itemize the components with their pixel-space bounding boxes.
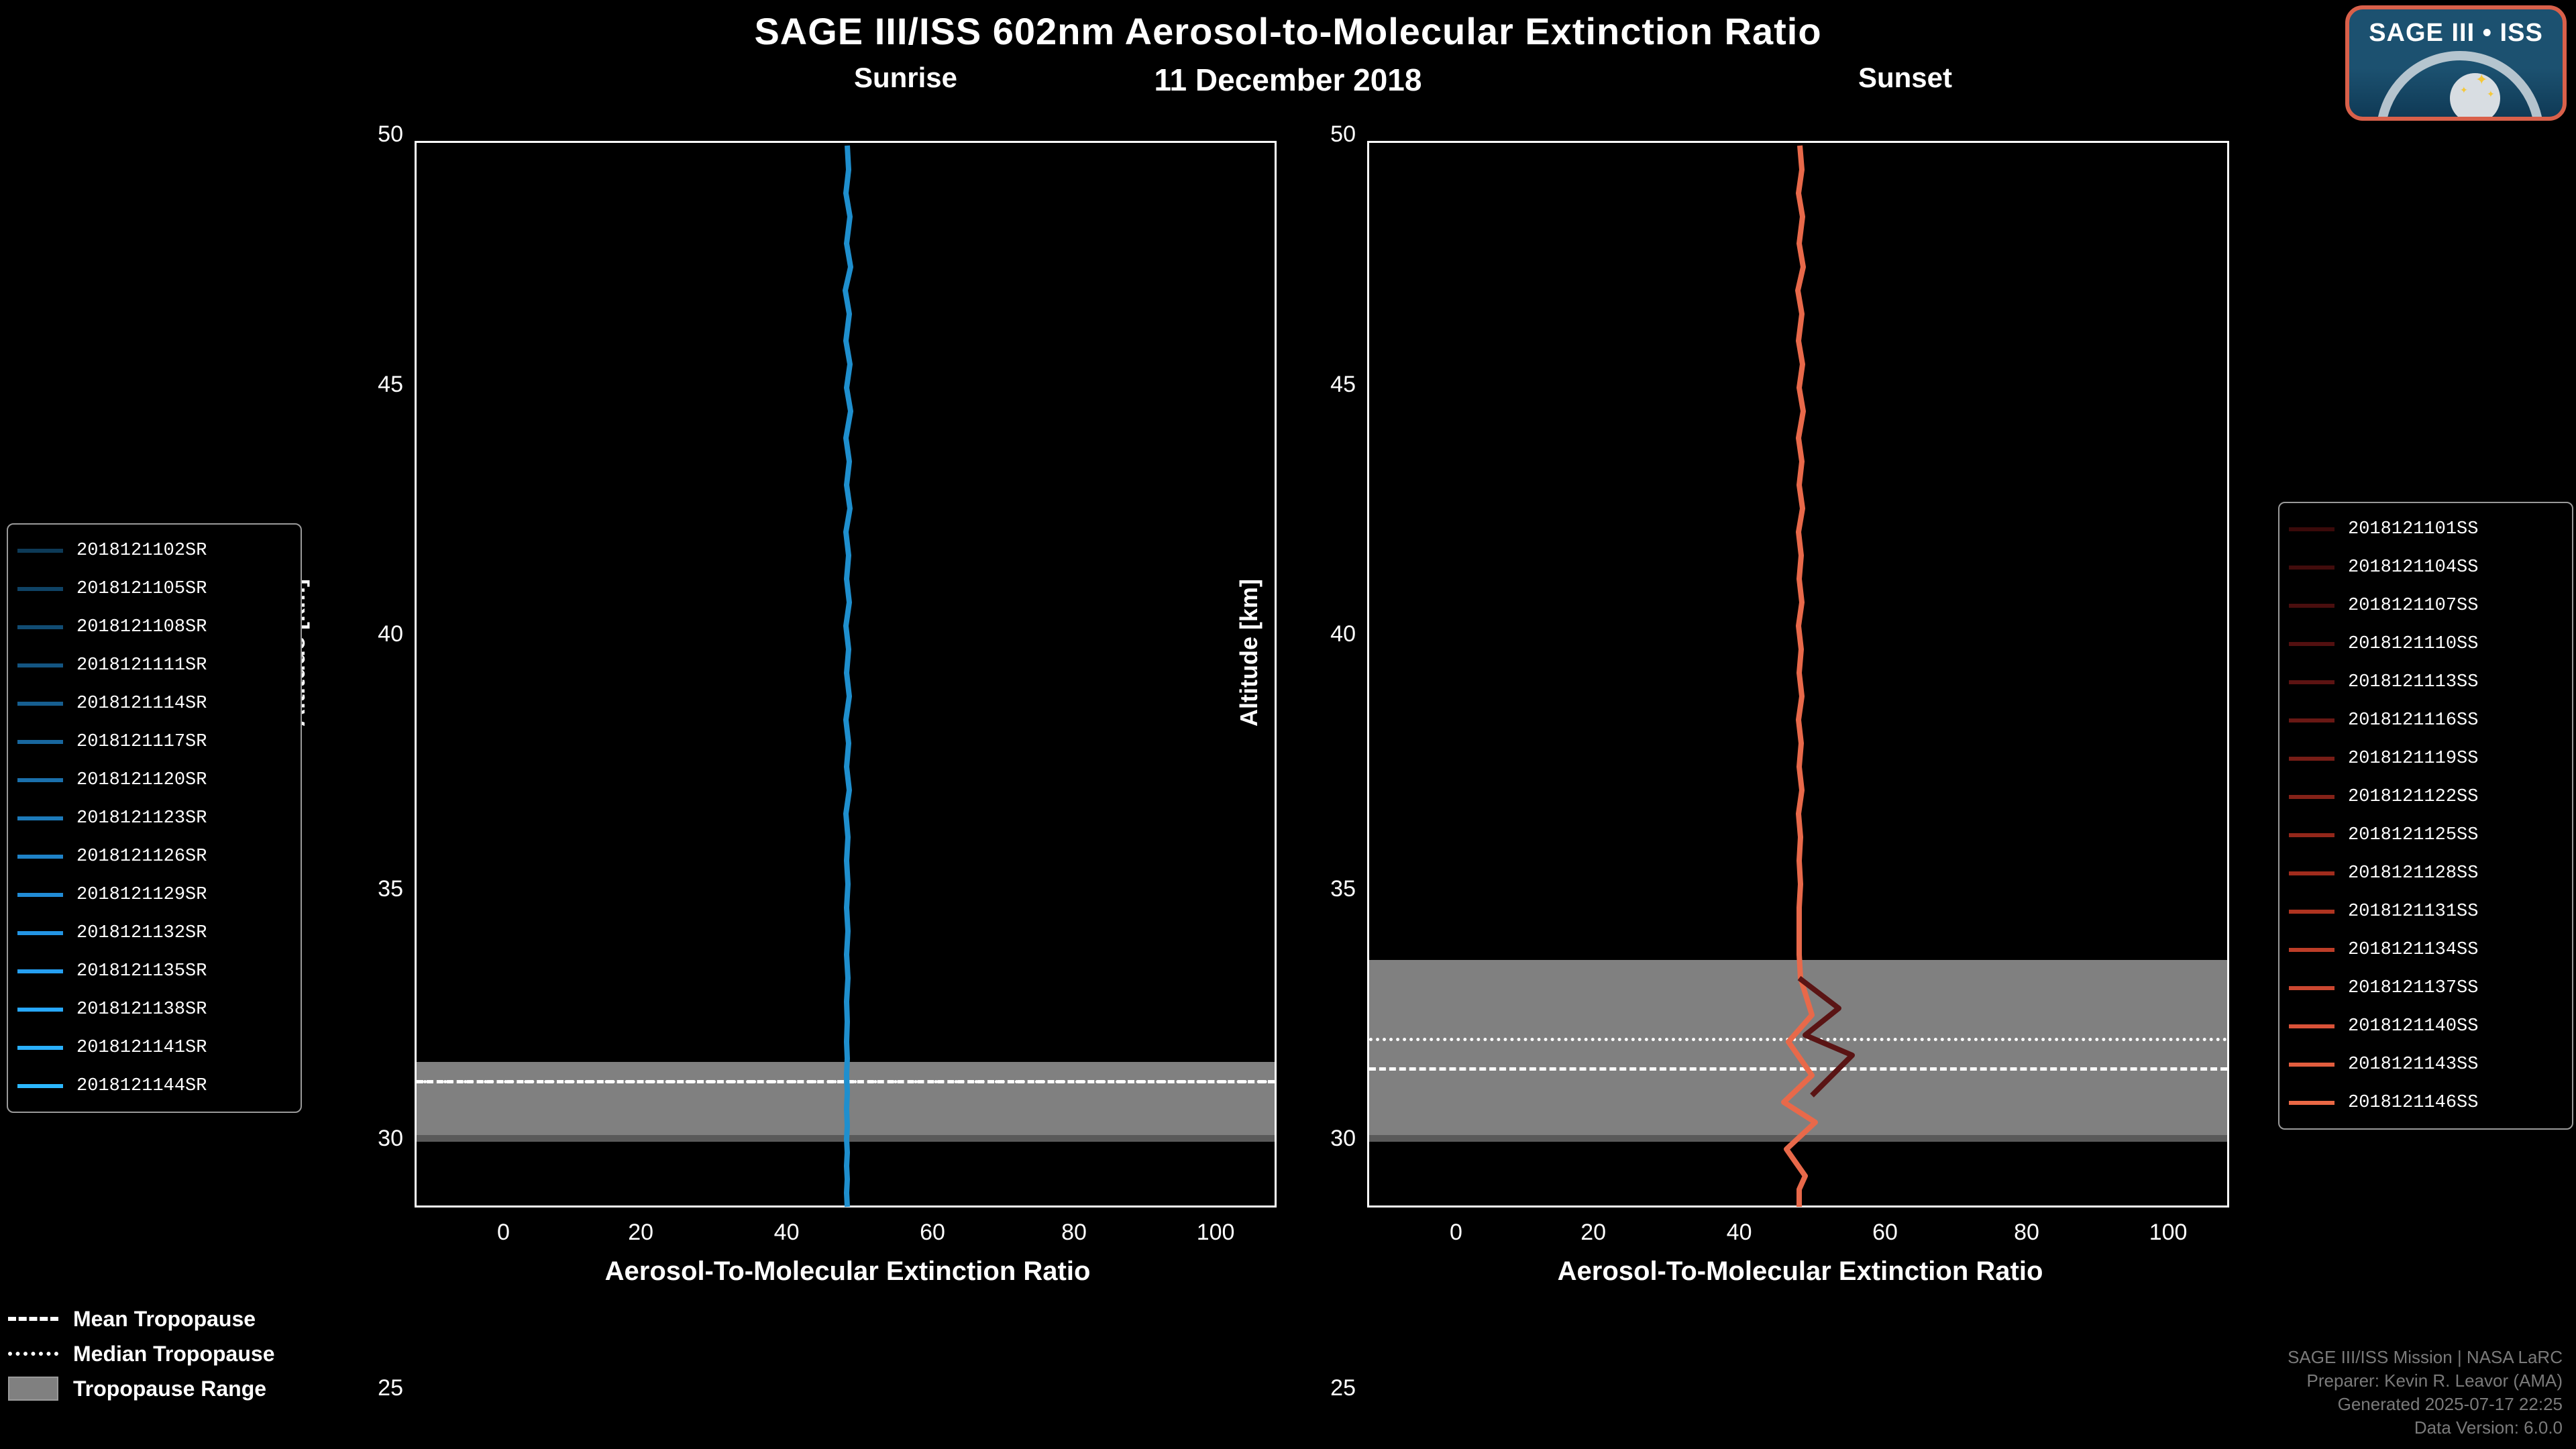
legend-row[interactable]: 2018121125SS [2289,816,2563,854]
legend-row[interactable]: 2018121129SR [17,875,291,914]
legend-row[interactable]: 2018121135SR [17,952,291,990]
sunrise-legend-entries: 2018121102SR 2018121105SR 2018121108SR 2… [17,531,291,1105]
legend-row[interactable]: 2018121113SS [2289,663,2563,701]
mean-tropopause-icon [8,1317,58,1321]
legend-row[interactable]: 2018121114SR [17,684,291,722]
sunset-x-axis-title: Aerosol-To-Molecular Extinction Ratio [1369,1256,2231,1287]
legend-row[interactable]: 2018121120SR [17,761,291,799]
legend-row[interactable]: 2018121132SR [17,914,291,952]
date-label: 11 December 2018 [1040,62,1536,98]
logo-star-icon-small-2: ✦ [2487,89,2495,100]
legend-row[interactable]: 2018121128SS [2289,854,2563,892]
sunset-y-axis-title: Altitude [km] [1235,579,1263,727]
legend-row[interactable]: 2018121116SS [2289,701,2563,739]
legend-row[interactable]: 2018121123SR [17,799,291,837]
legend-row[interactable]: 2018121119SS [2289,739,2563,777]
sunrise-x-axis-title: Aerosol-To-Molecular Extinction Ratio [417,1256,1279,1287]
legend-row[interactable]: 2018121102SR [17,531,291,570]
legend-row[interactable]: 2018121138SR [17,990,291,1028]
sunrise-panel-label: Sunrise [771,62,1040,94]
legend-row[interactable]: 2018121134SS [2289,930,2563,969]
sunset-legend-entries: 2018121101SS 2018121104SS 2018121107SS 2… [2289,510,2563,1122]
logo-star-icon: ✦ [2475,71,2487,89]
tropopause-range-legend-row[interactable]: Tropopause Range [8,1371,424,1406]
mean-tropopause-legend-row[interactable]: Mean Tropopause [8,1301,424,1336]
legend-row[interactable]: 2018121111SR [17,646,291,684]
tropopause-legend[interactable]: Mean Tropopause Median Tropopause Tropop… [8,1301,424,1406]
footer-info: SAGE III/ISS Mission | NASA LaRC Prepare… [2288,1346,2563,1440]
sunset-chart-panel[interactable]: 50 45 40 35 30 25 20 15 10 0 20 40 60 80… [1367,141,2229,1208]
sunrise-profile-lines [417,143,1279,1210]
sunset-panel-label: Sunset [1771,62,2039,94]
sunrise-chart-panel[interactable]: 50 45 40 35 30 25 20 15 10 0 20 40 60 80… [415,141,1277,1208]
sunrise-plot-area: 50 45 40 35 30 25 20 15 10 0 20 40 60 80… [417,143,1275,1205]
mission-logo: SAGE III • ISS ✦ ✦ ✦ [2345,5,2567,121]
logo-title-text: SAGE III • ISS [2349,19,2563,48]
legend-row[interactable]: 2018121143SS [2289,1045,2563,1083]
sunset-legend[interactable]: 2018121101SS 2018121104SS 2018121107SS 2… [2278,502,2573,1130]
legend-row[interactable]: 2018121137SS [2289,969,2563,1007]
dashboard-root: SAGE III/ISS 602nm Aerosol-to-Molecular … [0,0,2576,1449]
legend-row[interactable]: 2018121101SS [2289,510,2563,548]
legend-row[interactable]: 2018121117SR [17,722,291,761]
median-tropopause-icon [8,1352,58,1356]
sunrise-legend[interactable]: 2018121102SR 2018121105SR 2018121108SR 2… [7,523,302,1113]
legend-row[interactable]: 2018121108SR [17,608,291,646]
legend-row[interactable]: 2018121144SR [17,1067,291,1105]
tropopause-range-icon [8,1377,58,1401]
legend-row[interactable]: 2018121107SS [2289,586,2563,625]
sunset-profile-lines [1369,143,2231,1210]
legend-row[interactable]: 2018121140SS [2289,1007,2563,1045]
legend-row[interactable]: 2018121122SS [2289,777,2563,816]
legend-row[interactable]: 2018121104SS [2289,548,2563,586]
legend-row[interactable]: 2018121126SR [17,837,291,875]
legend-row[interactable]: 2018121141SR [17,1028,291,1067]
legend-row[interactable]: 2018121105SR [17,570,291,608]
main-title: SAGE III/ISS 602nm Aerosol-to-Molecular … [0,9,2576,53]
legend-row[interactable]: 2018121131SS [2289,892,2563,930]
logo-star-icon-small-1: ✦ [2460,85,2468,96]
sunset-plot-area: 50 45 40 35 30 25 20 15 10 0 20 40 60 80… [1369,143,2227,1205]
legend-row[interactable]: 2018121110SS [2289,625,2563,663]
legend-row[interactable]: 2018121146SS [2289,1083,2563,1122]
median-tropopause-legend-row[interactable]: Median Tropopause [8,1336,424,1371]
